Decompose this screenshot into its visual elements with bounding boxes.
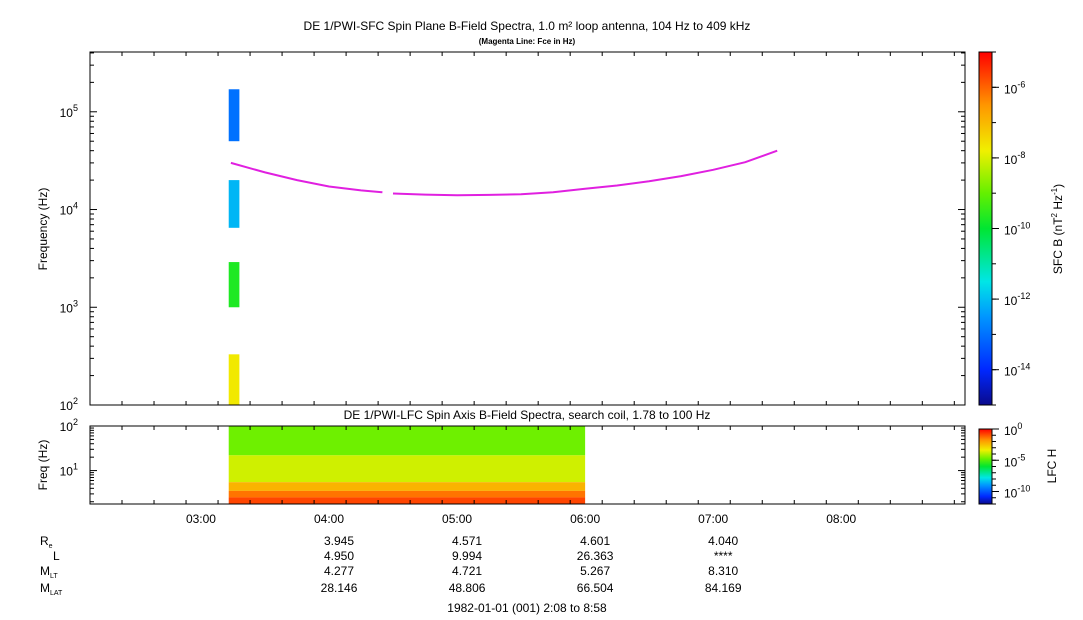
- lfc-band-4: [228, 497, 586, 504]
- x-tick-label: 08:00: [826, 512, 856, 526]
- top-y-tick-label: 104: [60, 201, 78, 218]
- ephemeris-value: 4.721: [452, 564, 482, 578]
- ephemeris-row-label: MLT: [40, 564, 58, 580]
- top-colorbar: [978, 51, 993, 406]
- lfc-band-1: [228, 455, 586, 483]
- ephemeris-value: 4.950: [324, 549, 354, 563]
- bottom-y-tick-label: 101: [60, 462, 78, 479]
- ephemeris-value: 5.267: [580, 564, 610, 578]
- top-x-ticks: [89, 52, 955, 405]
- bottom-chart-title: DE 1/PWI-LFC Spin Axis B-Field Spectra, …: [344, 408, 711, 422]
- ephemeris-value: 8.310: [708, 564, 738, 578]
- ephemeris-row-label: L: [53, 549, 60, 563]
- ephemeris-value: ****: [714, 549, 733, 563]
- bottom-spectrogram: [228, 426, 586, 504]
- spectra-segment-0: [228, 354, 240, 405]
- colorbar-tick-label: 10-6: [1004, 79, 1025, 96]
- ephemeris-value: 3.945: [324, 534, 354, 548]
- colorbar-tick-label: 10-5: [1004, 452, 1025, 469]
- spectra-segment-3: [228, 89, 240, 142]
- x-tick-label: 05:00: [442, 512, 472, 526]
- top-y-tick-label: 102: [60, 396, 78, 413]
- ephemeris-value: 66.504: [577, 581, 614, 595]
- bottom-colorbar-ticks: 100 10-5 10-10: [992, 421, 1030, 505]
- fce-line-segment-1: [392, 149, 778, 197]
- colorbar-tick-label: 100: [1004, 421, 1022, 438]
- top-colorbar-ticks: 10-6 10-8 10-10 10-12 10-14: [992, 51, 1030, 406]
- top-spectrogram-column: [228, 89, 240, 405]
- ephemeris-value: 84.169: [705, 581, 742, 595]
- time-range-footer: 1982-01-01 (001) 2:08 to 8:58: [447, 601, 607, 615]
- lfc-band-0: [228, 426, 586, 456]
- top-y-axis-label: Frequency (Hz): [36, 188, 50, 271]
- top-y-axis: 102 103 104 105: [60, 52, 965, 413]
- x-tick-label: 07:00: [698, 512, 728, 526]
- colorbar-tick-label: 10-8: [1004, 150, 1025, 167]
- fce-line: [230, 149, 778, 197]
- ephemeris-table: Re 3.945 4.571 4.601 4.040 L 4.950 9.994 26.363 *…: [40, 534, 742, 597]
- colorbar-tick-label: 10-14: [1004, 362, 1030, 379]
- bottom-y-axis: 101 102: [60, 417, 965, 503]
- ephemeris-value: 26.363: [577, 549, 614, 563]
- x-tick-label: 06:00: [570, 512, 600, 526]
- bottom-plot-frame: [89, 425, 966, 505]
- bottom-colorbar: [978, 428, 993, 505]
- ephemeris-value: 4.040: [708, 534, 738, 548]
- top-plot-frame: [89, 51, 966, 406]
- top-chart-title: DE 1/PWI-SFC Spin Plane B-Field Spectra,…: [304, 19, 751, 33]
- bottom-y-axis-label: Freq (Hz): [36, 440, 50, 491]
- top-y-tick-label: 103: [60, 298, 78, 315]
- ephemeris-value: 4.601: [580, 534, 610, 548]
- colorbar-tick-label: 10-10: [1004, 484, 1030, 501]
- top-y-tick-label: 105: [60, 103, 78, 120]
- lfc-band-2: [228, 482, 586, 491]
- ephemeris-value: 9.994: [452, 549, 482, 563]
- ephemeris-row-label: MLAT: [40, 581, 63, 597]
- spectra-segment-2: [228, 180, 240, 228]
- top-colorbar-label: SFC B (nT2 Hz-1): [1050, 184, 1065, 274]
- ephemeris-value: 4.277: [324, 564, 354, 578]
- lfc-band-3: [228, 490, 586, 498]
- top-chart-subtitle: (Magenta Line: Fce in Hz): [479, 37, 576, 46]
- bottom-x-axis: 03:00 04:00 05:00 06:00 07:00 08:00: [89, 426, 955, 526]
- fce-line-segment-0: [230, 161, 383, 194]
- colorbar-tick-label: 10-10: [1004, 221, 1030, 238]
- bottom-y-tick-label: 102: [60, 417, 78, 434]
- ephemeris-row-label: Re: [40, 534, 53, 550]
- bottom-colorbar-label: LFC H: [1045, 449, 1059, 484]
- ephemeris-value: 4.571: [452, 534, 482, 548]
- x-tick-label: 04:00: [314, 512, 344, 526]
- x-tick-label: 03:00: [186, 512, 216, 526]
- ephemeris-value: 28.146: [321, 581, 358, 595]
- colorbar-tick-label: 10-12: [1004, 291, 1030, 308]
- spectra-segment-1: [228, 262, 240, 308]
- ephemeris-value: 48.806: [449, 581, 486, 595]
